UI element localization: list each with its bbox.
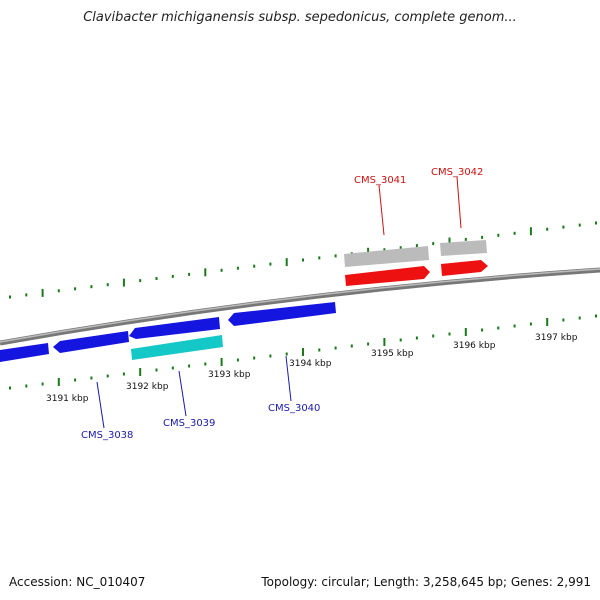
leader-cms-3038	[96, 381, 105, 429]
gene-feature-cms-3038[interactable]	[53, 331, 129, 353]
upper-tick-row	[9, 221, 597, 299]
gene-feature-cms-3039[interactable]	[129, 317, 220, 339]
gene-feature-cms-3041[interactable]	[344, 246, 429, 267]
leader-cms-3039	[178, 370, 187, 417]
gene-feature-cms-3039-cds[interactable]	[131, 335, 223, 360]
backbone-track-highlight	[0, 268, 600, 343]
tick-label-3194: 3194 kbp	[289, 359, 332, 369]
gene-feature-cms-3042-cds[interactable]	[441, 260, 488, 276]
gene-label-cms-3041[interactable]: CMS_3041	[354, 175, 406, 186]
tick-label-3192: 3192 kbp	[126, 382, 169, 392]
tick-label-3195: 3195 kbp	[371, 349, 414, 359]
genome-summary-text: Topology: circular; Length: 3,258,645 bp…	[261, 575, 591, 589]
tick-label-3191: 3191 kbp	[46, 394, 89, 404]
gene-feature-cms-3042[interactable]	[440, 240, 487, 256]
backbone-track	[0, 267, 600, 346]
leader-cms-3042	[456, 176, 462, 229]
gene-label-cms-3042[interactable]: CMS_3042	[431, 167, 483, 178]
accession-text: Accession: NC_010407	[9, 575, 146, 589]
leader-cms-3041	[378, 184, 385, 236]
tick-label-3196: 3196 kbp	[453, 341, 496, 351]
tick-label-3197: 3197 kbp	[535, 333, 578, 343]
gene-feature-cms-3041-cds[interactable]	[345, 266, 430, 286]
gene-feature-reverse[interactable]	[0, 343, 49, 362]
tick-label-3193: 3193 kbp	[208, 370, 251, 380]
map-title: Clavibacter michiganensis subsp. sepedon…	[83, 10, 517, 25]
lower-tick-row	[9, 314, 597, 390]
leader-cms-3040	[285, 355, 292, 402]
gene-label-cms-3038[interactable]: CMS_3038	[81, 430, 133, 441]
gene-label-cms-3039[interactable]: CMS_3039	[163, 418, 215, 429]
gene-label-cms-3040[interactable]: CMS_3040	[268, 403, 320, 414]
gene-feature-cms-3040[interactable]	[228, 302, 336, 326]
